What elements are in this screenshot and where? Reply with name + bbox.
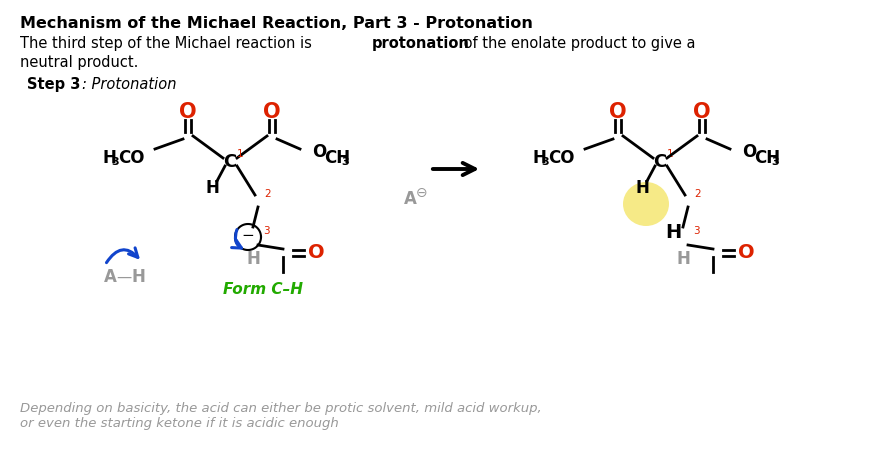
Text: O: O [263, 102, 281, 122]
Text: 3: 3 [341, 157, 349, 167]
Text: 2: 2 [265, 189, 271, 199]
Text: −: − [242, 228, 254, 243]
FancyArrowPatch shape [232, 230, 242, 248]
Text: A: A [103, 268, 117, 286]
Text: H: H [246, 250, 260, 268]
FancyArrowPatch shape [106, 248, 138, 263]
Text: H: H [102, 149, 116, 167]
Text: 3: 3 [111, 157, 119, 167]
Text: O: O [742, 143, 756, 161]
Text: CO: CO [548, 149, 574, 167]
Text: protonation: protonation [372, 36, 470, 51]
Text: H: H [131, 268, 145, 286]
Text: O: O [308, 242, 325, 262]
Text: 2: 2 [695, 189, 701, 199]
Ellipse shape [623, 182, 669, 226]
Text: O: O [312, 143, 326, 161]
Text: Mechanism of the Michael Reaction, Part 3 - Protonation: Mechanism of the Michael Reaction, Part … [20, 16, 533, 31]
Text: H: H [635, 179, 649, 197]
Text: CO: CO [118, 149, 145, 167]
Text: CH: CH [324, 149, 351, 167]
Text: O: O [179, 102, 197, 122]
Text: ⊖: ⊖ [417, 186, 428, 200]
Text: H: H [676, 250, 690, 268]
Text: 3: 3 [771, 157, 779, 167]
Text: 1: 1 [666, 149, 673, 159]
Text: H: H [665, 222, 681, 242]
Text: —: — [116, 270, 132, 285]
Text: 1: 1 [236, 149, 244, 159]
Text: O: O [693, 102, 711, 122]
Text: H: H [205, 179, 219, 197]
Text: H: H [532, 149, 546, 167]
Text: of the enolate product to give a: of the enolate product to give a [459, 36, 696, 51]
Text: A: A [403, 190, 417, 208]
Text: The third step of the Michael reaction is: The third step of the Michael reaction i… [20, 36, 316, 51]
Text: O: O [609, 102, 627, 122]
Text: 3: 3 [541, 157, 549, 167]
Text: C: C [223, 153, 236, 171]
Text: 3: 3 [693, 226, 699, 236]
Text: Depending on basicity, the acid can either be protic solvent, mild acid workup,
: Depending on basicity, the acid can eith… [20, 402, 541, 430]
Text: neutral product.: neutral product. [20, 55, 138, 70]
Text: : Protonation: : Protonation [82, 77, 177, 92]
Text: Step 3: Step 3 [27, 77, 80, 92]
Text: O: O [738, 242, 755, 262]
Text: C: C [653, 153, 666, 171]
Text: CH: CH [754, 149, 780, 167]
Text: 3: 3 [262, 226, 269, 236]
Text: Form C–H: Form C–H [223, 281, 303, 296]
